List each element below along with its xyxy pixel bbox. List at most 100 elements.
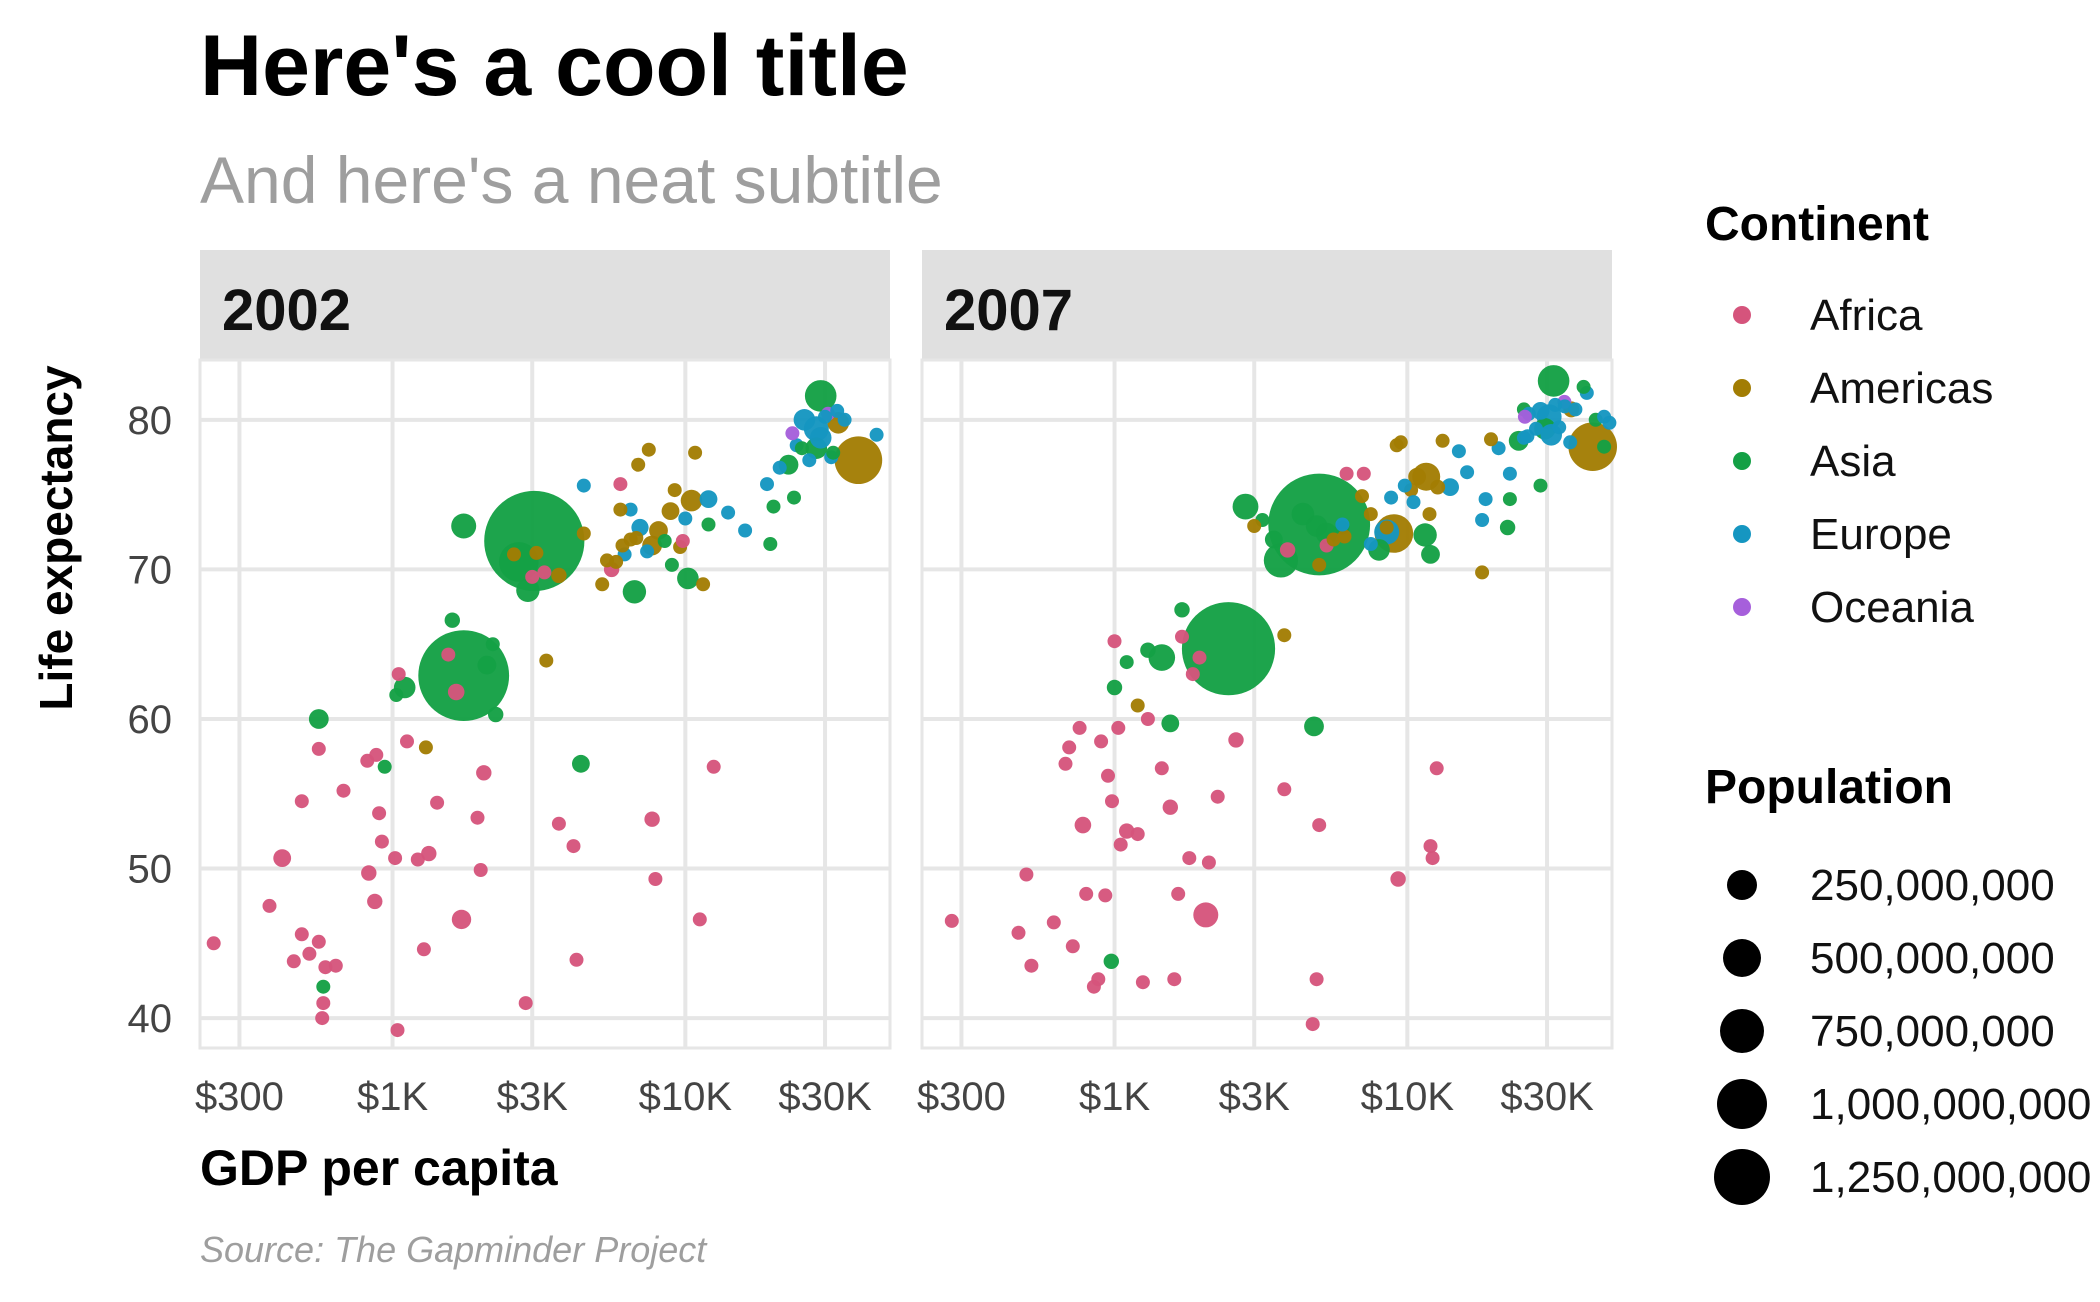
data-point-europe [772, 460, 787, 475]
data-point-africa [1119, 823, 1135, 839]
data-point-europe [809, 427, 832, 449]
data-point-americas [631, 457, 646, 472]
data-point-americas [1379, 520, 1394, 535]
data-point-asia [1140, 642, 1156, 658]
data-point-asia [377, 759, 392, 774]
data-point-africa [613, 477, 628, 492]
y-tick-label: 80 [128, 399, 173, 443]
legend-key-americas [1733, 379, 1751, 397]
data-point-americas [680, 489, 703, 512]
data-point-africa [302, 946, 317, 961]
data-point-africa [1425, 851, 1440, 866]
data-point-americas [1363, 507, 1378, 522]
data-point-americas [834, 436, 883, 485]
data-point-africa [1185, 667, 1200, 682]
data-point-asia [1304, 716, 1324, 737]
data-point-africa [1339, 466, 1354, 481]
data-point-africa [1074, 816, 1092, 834]
data-point-europe [1406, 495, 1421, 510]
data-point-europe [1563, 435, 1578, 450]
y-tick-label: 40 [128, 997, 173, 1041]
data-point-asia [1232, 493, 1259, 520]
data-point-americas [1475, 565, 1490, 580]
data-point-asia [1421, 545, 1440, 564]
legend-size-title: Population [1705, 761, 1953, 814]
data-point-africa [1062, 740, 1077, 755]
data-point-africa [328, 958, 343, 973]
data-point-europe [793, 409, 816, 431]
data-point-asia [444, 612, 460, 628]
data-point-africa [1210, 789, 1225, 804]
panel-border [198, 358, 892, 1050]
data-point-africa [400, 734, 414, 749]
panel-2002: 2002 $300 $1K $3K $10K $30K 40 50 60 70 80 [128, 250, 892, 1119]
data-point-asia [1181, 602, 1276, 696]
data-point-europe [869, 427, 884, 442]
legend-size-key [1714, 1149, 1770, 1205]
data-point-africa [311, 741, 326, 756]
data-point-americas [615, 538, 630, 553]
data-point-europe [1451, 444, 1466, 459]
data-point-asia [451, 513, 477, 539]
data-point-asia [701, 517, 716, 532]
data-point-africa [1279, 542, 1296, 558]
legend-label-asia: Asia [1810, 437, 1896, 486]
data-point-asia [389, 688, 404, 702]
data-point-africa [1228, 732, 1244, 748]
facet-strip-label: 2007 [944, 278, 1073, 343]
data-point-americas [418, 740, 433, 755]
data-point-africa [1309, 972, 1324, 987]
data-point-europe [1363, 537, 1378, 551]
data-point-americas [576, 526, 591, 541]
data-point-americas [551, 567, 567, 584]
data-point-europe [818, 409, 832, 424]
legend-key-asia [1733, 452, 1751, 470]
data-point-americas [613, 502, 628, 517]
data-point-africa [1423, 839, 1438, 854]
data-point-americas [1422, 507, 1437, 522]
data-point-americas [661, 502, 680, 520]
legend-size-label: 1,250,000,000 [1810, 1153, 2091, 1202]
legend-label-oceania: Oceania [1810, 583, 1974, 632]
data-point-asia [488, 706, 504, 723]
legend-size-items: 250,000,000 500,000,000 750,000,000 1,000,0… [1714, 861, 2091, 1205]
facet-strip-label: 2002 [222, 278, 351, 343]
data-point-europe [1441, 478, 1459, 496]
data-point-asia [1264, 530, 1283, 549]
data-point-asia [804, 380, 837, 412]
data-point-africa [1019, 867, 1034, 882]
data-point-asia [1103, 953, 1120, 969]
data-point-americas [1130, 698, 1145, 713]
data-point-asia [1576, 379, 1591, 394]
data-point-africa [648, 872, 663, 886]
data-point-africa [569, 952, 584, 967]
data-point-africa [1105, 794, 1119, 809]
data-point-asia [308, 709, 329, 729]
data-point-asia [826, 445, 841, 460]
x-tick-label: $10K [639, 1075, 733, 1119]
x-tick-label: $10K [1361, 1075, 1455, 1119]
data-point-asia [787, 490, 801, 505]
data-point-asia [418, 630, 510, 721]
data-point-africa [1390, 871, 1406, 887]
data-point-europe [1602, 415, 1617, 430]
data-point-europe [1475, 513, 1490, 527]
data-point-europe [837, 412, 852, 427]
data-point-africa [1171, 886, 1186, 901]
data-point-africa [692, 912, 707, 927]
data-point-africa [294, 794, 309, 809]
data-point-americas [595, 577, 610, 592]
data-point-americas [1430, 479, 1446, 495]
data-point-africa [1024, 958, 1039, 973]
legend-size-label: 750,000,000 [1810, 1007, 2055, 1056]
data-point-asia [1537, 365, 1570, 397]
legend-color-items: Africa Americas Asia Europe Oceania [1733, 291, 1993, 632]
data-point-africa [944, 913, 959, 928]
data-point-africa [311, 934, 326, 949]
data-point-europe [1460, 465, 1475, 480]
facet-panels: 2002 $300 $1K $3K $10K $30K 40 50 60 70 80 2007 $300… [128, 250, 1617, 1119]
data-point-africa [706, 759, 721, 774]
data-point-africa [470, 810, 485, 825]
data-point-americas [1326, 532, 1341, 547]
legend-size-label: 500,000,000 [1810, 934, 2055, 983]
